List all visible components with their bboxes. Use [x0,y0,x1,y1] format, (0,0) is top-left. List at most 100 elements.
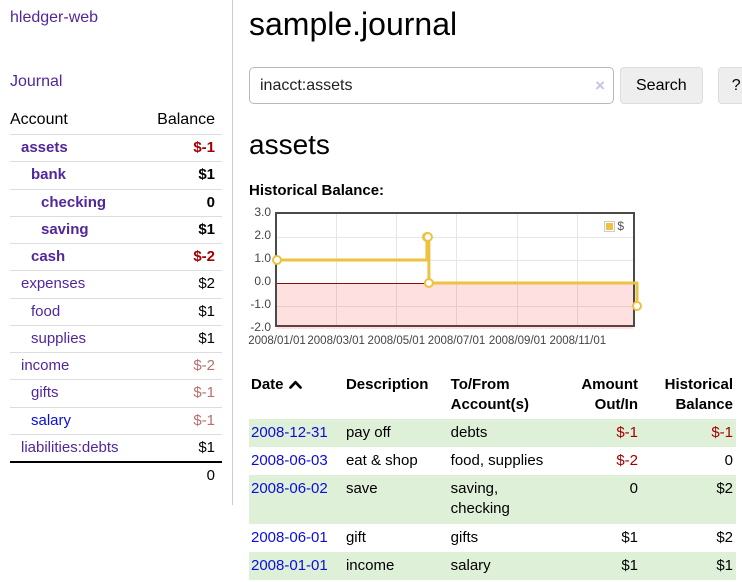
sidebar-account-link[interactable]: income [21,357,70,374]
x-gridline [517,214,519,325]
transaction-amount: $-1 [616,423,638,441]
sidebar-account-balance: 0 [142,188,222,217]
transaction-date-link[interactable]: 2008-06-03 [251,451,328,469]
balance-column-header: Balance [157,111,215,128]
x-axis-tick-label: 2008/09/01 [488,335,547,347]
sidebar-account-row: income $-2 [10,351,222,380]
sidebar-account-row: food $1 [10,297,222,326]
search-input[interactable] [249,67,614,104]
register-header-row: Date Description To/From Account(s) Amou… [249,372,736,419]
y-axis-tick-label: -2.0 [250,320,271,334]
clear-search-icon[interactable]: × [595,75,605,95]
main-content: sample.journal × Search ? assets Histori… [233,0,742,580]
transaction-description: pay off [345,423,391,441]
search-form: × Search ? [249,67,742,104]
sidebar-account-link[interactable]: liabilities:debts [21,438,119,456]
y-axis-tick-label: 0.0 [254,274,271,288]
transaction-description: income [345,556,395,574]
register-row: 2008-06-03 eat & shop food, supplies $-2 0 [249,447,736,475]
register-table: Date Description To/From Account(s) Amou… [249,372,736,580]
data-point-marker [272,255,282,265]
x-gridline [577,214,579,325]
transaction-date-link[interactable]: 2008-01-01 [251,556,328,574]
description-column-header: Description [345,376,429,393]
sidebar-account-link[interactable]: food [31,302,61,320]
data-point-marker [422,232,433,242]
y-gridline [277,236,633,238]
x-axis-tick-label: 2008/07/01 [427,335,486,347]
y-gridline [277,259,633,261]
register-row: 2008-06-01 gift gifts $1 $2 [249,524,736,552]
balance-line-series [272,232,642,311]
sidebar-account-link[interactable]: expenses [21,275,86,293]
y-axis-tick-label: 1.0 [254,251,271,265]
chart-plot-area: $ [272,212,642,329]
sidebar-account-balance: $-2 [142,242,222,271]
total-balance: 0 [142,460,222,490]
negative-region [277,283,633,329]
sidebar-item-journal[interactable]: Journal [10,73,63,90]
sidebar: hledger-web Journal Account Balance asse… [0,0,233,506]
x-axis-tick-label: 2008/11/01 [549,335,607,347]
register-row: 2008-01-01 income salary $1 $1 [249,551,736,580]
transaction-date-link[interactable]: 2008-06-01 [251,528,328,546]
sidebar-account-balance: $1 [142,215,222,244]
legend-color-box [604,220,616,232]
sidebar-account-link[interactable]: assets [21,139,68,156]
x-gridline [335,214,337,325]
transaction-balance: $2 [716,480,733,497]
sidebar-account-link[interactable]: supplies [31,329,87,347]
sidebar-account-row: saving $1 [10,215,222,244]
sidebar-account-link[interactable]: cash [31,248,66,265]
sidebar-account-link[interactable]: salary [31,411,72,429]
help-button[interactable]: ? [717,67,742,104]
transaction-accounts: salary [450,556,491,574]
legend-label: $ [617,219,624,233]
sidebar-account-row: gifts $-1 [10,379,222,407]
x-axis-tick-label: 2008/01/01 [248,335,306,347]
account-heading: assets [249,129,330,160]
y-axis-tick-label: -1.0 [250,297,271,311]
sidebar-account-link[interactable]: gifts [31,384,59,402]
transaction-description: save [345,480,378,497]
sidebar-account-link[interactable]: checking [41,193,107,211]
data-point-marker [423,278,434,288]
sidebar-account-row: liabilities:debts $1 [10,433,222,462]
sidebar-account-row: cash $-2 [10,242,222,271]
x-axis-tick-label: 2008/03/01 [307,335,365,347]
transaction-amount: 0 [629,480,638,497]
transaction-amount: $1 [621,556,638,574]
transaction-description: gift [345,528,366,546]
transaction-balance: $1 [716,556,733,574]
transaction-accounts: saving, checking [450,480,510,518]
register-rows: 2008-12-31 pay off debts $-1 $-1 2008-06-03 ea… [249,418,736,580]
sidebar-account-row: expenses $2 [10,270,222,298]
sidebar-account-row: checking 0 [10,188,222,217]
transaction-accounts: food, supplies [450,451,544,469]
page-title: sample.journal [249,6,458,42]
brand-link[interactable]: hledger-web [10,9,99,26]
account-rows: assets $-1 bank $1 checking 0 saving $1 cash $-2 e… [10,133,222,462]
register-row: 2008-06-02 save saving, checking 0 $2 [249,475,736,524]
historical-balance-chart: $ 3.0 2.0 1.0 0.0 -1.0 -2.0 2008/01/01 2008/03/… [248,205,736,358]
sidebar-account-balance: $1 [142,161,222,189]
sidebar-account-balance: $-1 [142,406,222,435]
transaction-amount: $-2 [616,451,638,469]
accounts-column-header: To/From Account(s) [450,376,529,414]
sidebar-account-balance: $-2 [142,351,222,380]
transaction-balance: 0 [724,451,733,469]
sort-ascending-icon [288,380,302,389]
data-point-marker [632,301,642,311]
y-gridline [277,305,633,307]
transaction-date-link[interactable]: 2008-06-02 [251,480,328,497]
sidebar-account-row: bank $1 [10,161,222,189]
transaction-date-link[interactable]: 2008-12-31 [251,423,328,441]
transaction-amount: $1 [621,528,638,546]
sidebar-account-balance: $-1 [142,133,222,162]
transaction-balance: $2 [716,528,733,546]
sidebar-account-link[interactable]: saving [41,220,89,238]
search-button[interactable]: Search [620,67,703,104]
sidebar-account-link[interactable]: bank [31,166,67,184]
date-column-header[interactable]: Date [249,372,344,419]
account-total-row: 0 [10,460,222,490]
